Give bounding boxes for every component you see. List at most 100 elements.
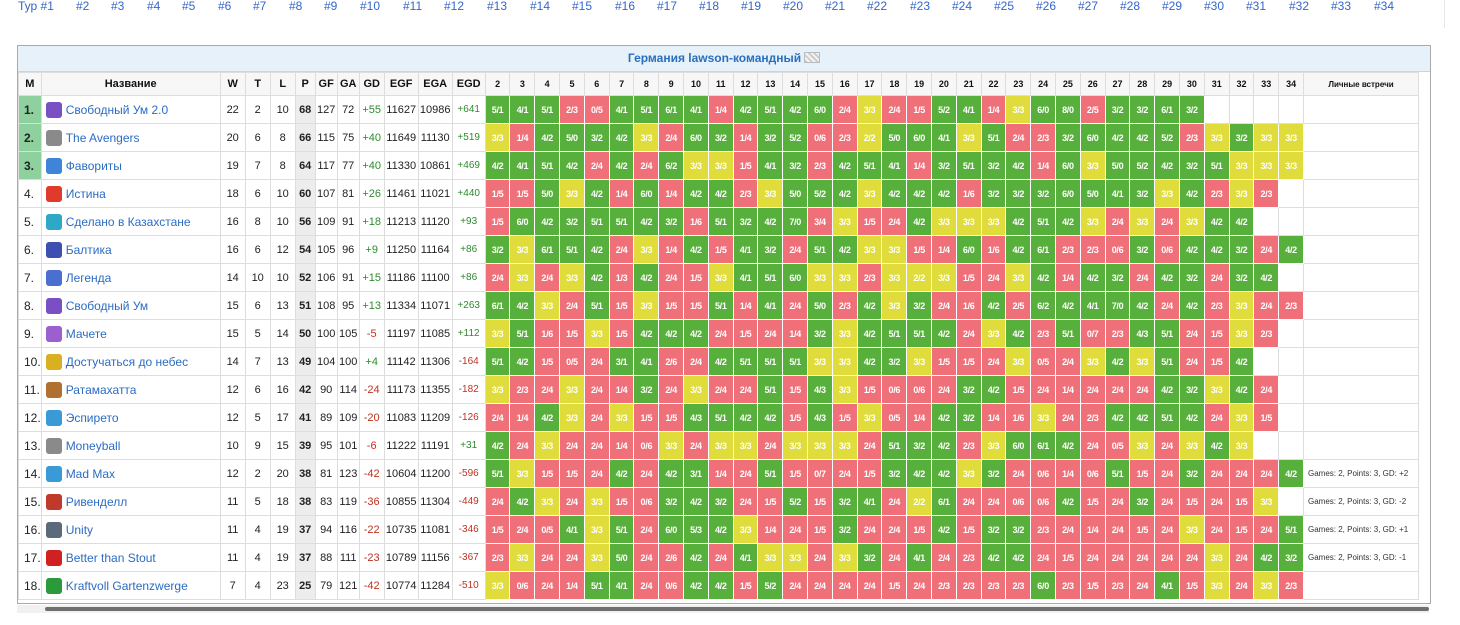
result-cell: 2/4: [1104, 207, 1131, 236]
team-link[interactable]: Ратамахатта: [65, 382, 137, 397]
tour-link[interactable]: #33: [1331, 0, 1352, 13]
tour-link[interactable]: #11: [403, 0, 423, 13]
tour-link[interactable]: #3: [111, 0, 125, 13]
tour-link[interactable]: #8: [289, 0, 303, 13]
result-cell: 6/0: [1055, 179, 1081, 208]
result-cell: 4/2: [1278, 235, 1304, 264]
result-cell: 6/1: [1030, 431, 1057, 460]
result-cell: 1/6: [683, 207, 709, 236]
horizontal-scrollbar[interactable]: [17, 605, 1429, 613]
result-cell: 3/1: [608, 347, 635, 376]
result-cell: 1/5: [856, 375, 883, 404]
tour-link[interactable]: #9: [324, 0, 338, 13]
empty-cell: [1278, 375, 1304, 404]
team-link[interactable]: Истина: [65, 186, 106, 201]
round-header: 16: [831, 72, 858, 96]
stat-gd: -20: [358, 403, 385, 432]
result-cell: 5/1: [807, 235, 833, 264]
tour-link[interactable]: #26: [1036, 0, 1057, 13]
result-cell: 2/3: [807, 151, 833, 180]
team-link[interactable]: Легенда: [65, 270, 112, 285]
tour-link[interactable]: #28: [1120, 0, 1141, 13]
tour-link[interactable]: #34: [1374, 0, 1395, 13]
round-header: 5: [559, 72, 585, 96]
result-cell: 4/1: [1104, 179, 1131, 208]
tour-link[interactable]: #17: [657, 0, 678, 13]
team-link[interactable]: Свободный Ум: [65, 298, 149, 313]
result-cell: 0/6: [881, 375, 908, 404]
team-logo-icon: [45, 353, 62, 370]
table-caption: Германия lawson-командный: [18, 46, 1430, 72]
result-cell: 4/2: [1179, 291, 1205, 320]
tour-link[interactable]: #21: [825, 0, 846, 13]
tour-link[interactable]: #13: [487, 0, 508, 13]
scrollbar-thumb[interactable]: [45, 607, 1429, 611]
stat-w: 14: [219, 347, 246, 376]
result-cell: 6/0: [1055, 151, 1081, 180]
tour-link[interactable]: #18: [699, 0, 720, 13]
tour-link[interactable]: #27: [1078, 0, 1099, 13]
team-link[interactable]: Фавориты: [65, 158, 122, 173]
team-link[interactable]: Сделано в Казахстане: [65, 214, 191, 229]
team-link[interactable]: Ривенделл: [65, 494, 128, 509]
tour-link[interactable]: #24: [952, 0, 973, 13]
result-cell: 1/5: [608, 487, 635, 516]
tour-link[interactable]: #5: [182, 0, 196, 13]
result-cell: 6/0: [1079, 123, 1106, 152]
result-cell: 5/1: [881, 319, 908, 348]
tour-link[interactable]: #7: [253, 0, 267, 13]
tour-link[interactable]: #29: [1162, 0, 1183, 13]
result-cell: 2/3: [1278, 291, 1304, 320]
tour-link[interactable]: #25: [994, 0, 1015, 13]
stat-t: 6: [244, 123, 271, 152]
tour-link[interactable]: #22: [867, 0, 888, 13]
stat-ga: 101: [336, 431, 360, 460]
result-cell: 8/0: [1055, 95, 1081, 124]
tour-link[interactable]: #23: [910, 0, 931, 13]
tour-link[interactable]: #15: [572, 0, 593, 13]
rank-cell: 12.: [18, 403, 42, 432]
tour-link[interactable]: #30: [1204, 0, 1225, 13]
tour-link[interactable]: #31: [1246, 0, 1267, 13]
tour-link[interactable]: #2: [76, 0, 90, 13]
team-link[interactable]: Better than Stout: [65, 550, 156, 565]
result-cell: 4/2: [1055, 291, 1081, 320]
tour-link[interactable]: #6: [218, 0, 232, 13]
team-logo-icon: [45, 493, 62, 510]
team-link[interactable]: Балтика: [65, 242, 112, 257]
team-link[interactable]: Unity: [65, 522, 94, 537]
result-cell: 2/3: [831, 291, 858, 320]
team-link[interactable]: Moneyball: [65, 438, 121, 453]
team-link[interactable]: Свободный Ум 2.0: [65, 102, 169, 117]
team-logo-icon: [45, 465, 62, 482]
result-cell: 4/2: [608, 151, 635, 180]
tour-link[interactable]: #10: [360, 0, 381, 13]
team-link[interactable]: Kraftvoll Gartenzwerge: [65, 578, 188, 593]
result-cell: 1/4: [608, 375, 635, 404]
result-cell: 3/3: [1005, 347, 1032, 376]
tour-link[interactable]: #32: [1289, 0, 1310, 13]
result-cell: 4/1: [856, 487, 883, 516]
tour-link[interactable]: #20: [783, 0, 804, 13]
result-cell: 4/2: [683, 319, 709, 348]
result-cell: 4/2: [1104, 347, 1131, 376]
tour-link[interactable]: #14: [530, 0, 551, 13]
team-link[interactable]: Достучаться до небес: [65, 354, 189, 369]
team-link[interactable]: Mad Max: [65, 466, 116, 481]
tour-link[interactable]: Тур #1: [18, 0, 54, 13]
tour-link[interactable]: #4: [147, 0, 161, 13]
result-cell: 0/6: [1030, 459, 1057, 488]
tour-link[interactable]: #19: [741, 0, 762, 13]
stat-t: 8: [244, 207, 271, 236]
team-link[interactable]: Эспирето: [65, 410, 119, 425]
team-link[interactable]: The Avengers: [65, 130, 140, 145]
stat-w: 11: [219, 515, 246, 544]
result-cell: 4/2: [831, 151, 858, 180]
team-link[interactable]: Мачете: [65, 326, 107, 341]
stat-l: 19: [269, 543, 296, 572]
result-cell: 6/1: [484, 291, 511, 320]
tour-link[interactable]: #12: [444, 0, 465, 13]
tour-link[interactable]: #16: [615, 0, 636, 13]
col-header-h2h: Личные встречи: [1302, 72, 1419, 96]
stat-points: 37: [294, 515, 316, 544]
